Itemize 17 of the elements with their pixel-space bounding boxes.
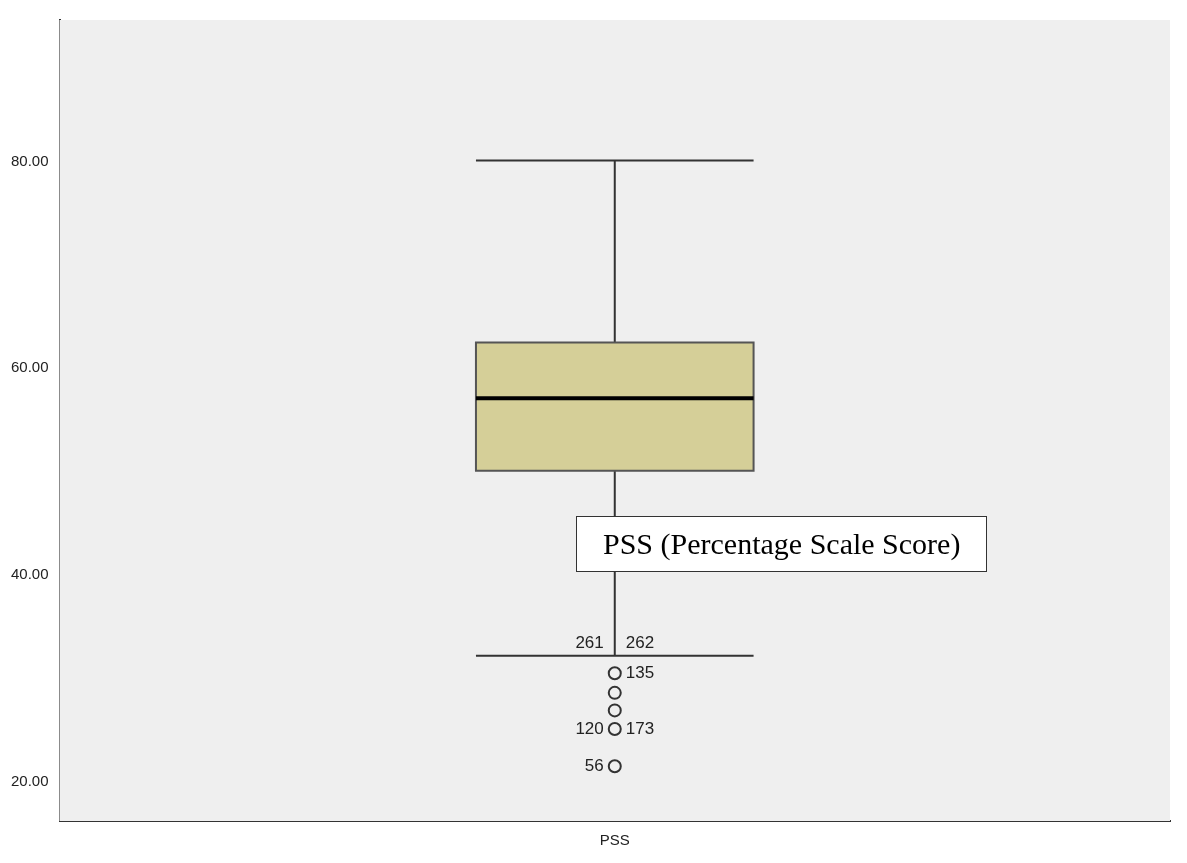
point — [607, 722, 622, 737]
point — [607, 666, 622, 681]
point — [607, 759, 622, 774]
annotation: 135 — [625, 662, 655, 682]
annotation: 56 — [584, 755, 604, 775]
annotation: 173 — [625, 718, 655, 738]
y-tick-label: 60.00 — [10, 358, 49, 376]
x-tick-label: PSS — [599, 831, 630, 849]
point — [607, 685, 622, 700]
point — [607, 703, 622, 718]
y-tick-label: 40.00 — [10, 565, 49, 583]
annotation: 261 — [575, 632, 604, 652]
annotation: 262 — [625, 632, 655, 652]
annotation: PSS (Percentage Scale Score) — [576, 516, 988, 572]
y-tick-label: 80.00 — [10, 151, 49, 169]
y-tick-label: 20.00 — [10, 771, 49, 789]
annotation: 120 — [575, 718, 604, 738]
